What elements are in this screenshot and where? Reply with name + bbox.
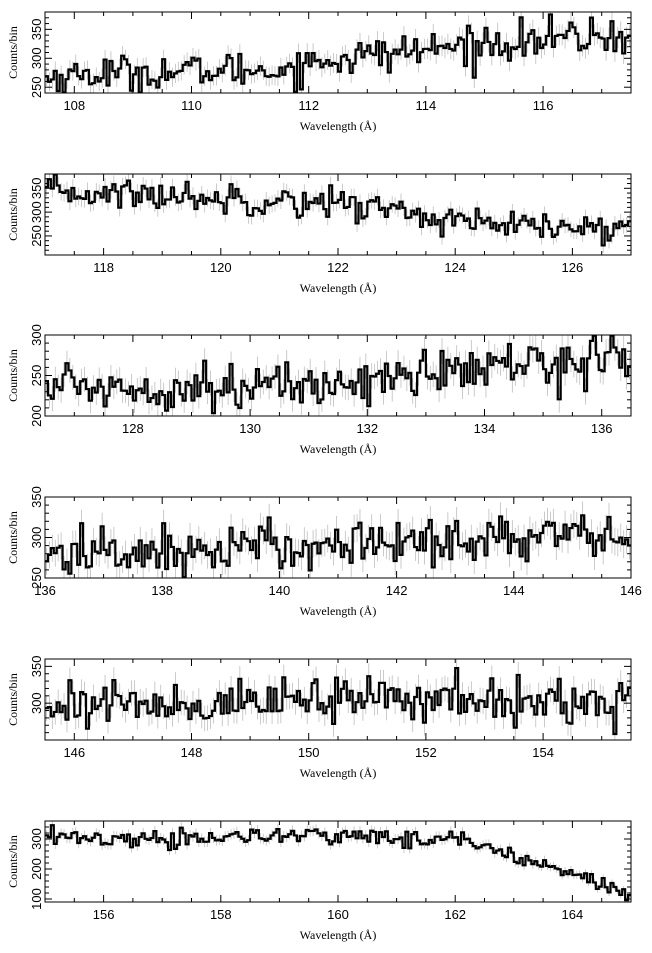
y-axis — [45, 334, 631, 417]
spectrum-series — [45, 173, 631, 247]
y-tick-label: 300 — [29, 527, 44, 549]
y-tick-label: 300 — [29, 47, 44, 69]
x-tick-label: 120 — [210, 260, 232, 275]
x-tick-label: 126 — [562, 260, 584, 275]
spectrum-panel-5: 146 148 150 152 154 300 350 Wavelength (Å) Count… — [6, 656, 632, 780]
spectrum-panel-1: 108 110 112 114 116 250 300 350 Wavelength (Å) Co… — [6, 11, 632, 133]
error-bars — [46, 821, 630, 902]
x-tick-label: 158 — [210, 907, 232, 922]
x-axis-label: Wavelength (Å) — [300, 766, 377, 780]
spectrum-series — [45, 334, 631, 415]
y-tick-label: 350 — [29, 177, 44, 199]
y-axis-label: Counts/bin — [6, 26, 20, 79]
y-tick-label: 250 — [29, 567, 44, 589]
x-tick-label: 114 — [416, 98, 437, 113]
x-tick-label: 146 — [620, 583, 642, 598]
spectrum-panel-2: 118 120 122 124 126 250 300 350 Wavelength (Å) Co… — [6, 173, 632, 295]
x-tick-label: 138 — [151, 583, 173, 598]
y-tick-label: 250 — [29, 365, 44, 387]
y-tick-label: 300 — [29, 324, 44, 346]
spectrum-series — [45, 667, 631, 736]
spectrum-series — [45, 514, 631, 579]
spectrum-panel-6: 156 158 160 162 164 100 200 300 Wavelength (Å) Co… — [6, 820, 632, 942]
y-tick-label: 100 — [29, 888, 44, 910]
y-axis — [45, 11, 631, 94]
spectrum-panel-4: 136 138 140 142 144 146 250 300 350 Wavelength (Å… — [6, 486, 642, 618]
x-tick-label: 116 — [533, 98, 554, 113]
y-tick-label: 200 — [29, 858, 44, 880]
y-tick-label: 350 — [29, 656, 44, 678]
x-tick-label: 136 — [591, 421, 613, 436]
y-tick-label: 300 — [29, 692, 44, 714]
x-axis — [44, 659, 632, 740]
x-tick-label: 118 — [93, 260, 114, 275]
x-tick-label: 112 — [298, 98, 319, 113]
x-tick-label: 108 — [63, 98, 85, 113]
x-tick-label: 148 — [181, 745, 203, 760]
y-axis-label: Counts/bin — [6, 511, 20, 564]
x-tick-label: 146 — [63, 745, 85, 760]
x-axis — [44, 174, 632, 255]
x-tick-label: 162 — [444, 907, 466, 922]
x-tick-label: 132 — [356, 421, 378, 436]
spectrum-series — [45, 13, 631, 94]
y-tick-label: 200 — [29, 405, 44, 427]
x-tick-label: 140 — [269, 583, 291, 598]
x-tick-label: 134 — [474, 421, 496, 436]
x-tick-label: 150 — [298, 745, 320, 760]
x-tick-label: 124 — [444, 260, 466, 275]
x-axis-label: Wavelength (Å) — [300, 604, 377, 618]
y-axis — [45, 658, 631, 741]
y-axis — [45, 173, 631, 256]
y-axis-label: Counts/bin — [6, 188, 20, 241]
x-tick-label: 110 — [181, 98, 202, 113]
y-axis — [45, 820, 631, 900]
x-tick-label: 122 — [327, 260, 349, 275]
x-tick-label: 164 — [562, 907, 584, 922]
x-tick-label: 152 — [415, 745, 437, 760]
x-axis — [44, 12, 632, 93]
x-tick-label: 136 — [34, 583, 56, 598]
x-tick-label: 130 — [239, 421, 261, 436]
y-tick-label: 250 — [29, 225, 44, 247]
x-tick-label: 154 — [532, 745, 554, 760]
y-axis-label: Counts/bin — [6, 673, 20, 726]
x-tick-label: 142 — [386, 583, 408, 598]
x-axis-label: Wavelength (Å) — [300, 281, 377, 295]
x-axis — [44, 497, 632, 578]
x-tick-label: 156 — [93, 907, 115, 922]
x-tick-label: 160 — [327, 907, 349, 922]
x-axis-label: Wavelength (Å) — [300, 442, 377, 456]
y-axis — [45, 496, 631, 579]
y-axis-label: Counts/bin — [6, 349, 20, 402]
x-axis-label: Wavelength (Å) — [300, 119, 377, 133]
x-axis-label: Wavelength (Å) — [300, 928, 377, 942]
x-axis — [44, 335, 632, 416]
y-tick-label: 250 — [29, 76, 44, 98]
y-tick-label: 350 — [29, 486, 44, 508]
y-axis-label: Counts/bin — [6, 835, 20, 888]
y-tick-label: 350 — [29, 19, 44, 41]
y-tick-label: 300 — [29, 201, 44, 223]
y-tick-label: 300 — [29, 828, 44, 850]
x-tick-label: 144 — [503, 583, 525, 598]
spectrum-series — [45, 824, 631, 902]
x-tick-label: 128 — [122, 421, 144, 436]
spectrum-panel-3: 128 130 132 134 136 200 250 300 Wavelength (Å) Co… — [6, 324, 632, 456]
